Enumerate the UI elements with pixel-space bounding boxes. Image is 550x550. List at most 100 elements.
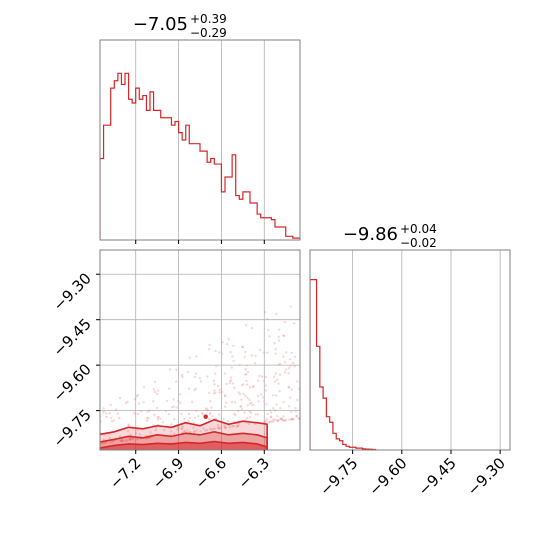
- scatter-point: [194, 372, 198, 375]
- scatter-point: [228, 381, 231, 385]
- scatter-point: [238, 363, 241, 367]
- scatter-point: [193, 388, 196, 392]
- contour-2d-plot-area: [100, 305, 300, 450]
- scatter-point: [287, 366, 291, 370]
- scatter-point: [276, 419, 279, 422]
- scatter-point: [180, 426, 184, 430]
- scatter-point: [208, 427, 212, 430]
- scatter-point: [266, 317, 269, 321]
- scatter-point: [282, 355, 285, 359]
- scatter-point: [217, 426, 220, 429]
- scatter-point: [149, 431, 152, 434]
- scatter-point: [180, 427, 183, 431]
- scatter-point: [167, 413, 171, 416]
- scatter-point: [175, 406, 178, 409]
- scatter-point: [290, 418, 293, 421]
- scatter-point: [152, 400, 155, 403]
- scatter-point: [165, 399, 169, 403]
- scatter-point: [262, 400, 266, 404]
- scatter-point: [244, 368, 247, 371]
- scatter-point: [217, 426, 220, 430]
- scatter-point: [238, 393, 242, 396]
- scatter-point: [142, 401, 145, 404]
- scatter-point: [180, 373, 184, 377]
- scatter-point: [263, 310, 267, 314]
- scatter-point: [110, 416, 113, 420]
- scatter-point: [202, 427, 205, 430]
- scatter-point: [161, 421, 165, 424]
- scatter-point: [170, 406, 174, 409]
- scatter-point: [205, 408, 208, 411]
- scatter-point: [290, 388, 294, 391]
- scatter-point: [245, 324, 248, 327]
- scatter-point: [248, 415, 252, 419]
- scatter-point: [186, 429, 189, 432]
- scatter-point: [128, 437, 132, 441]
- scatter-point: [246, 416, 249, 420]
- scatter-point: [118, 435, 122, 438]
- x-tick-label: −9.75: [316, 454, 361, 499]
- scatter-point: [228, 426, 232, 429]
- scatter-point: [280, 417, 284, 420]
- scatter-point: [205, 429, 209, 432]
- scatter-point: [133, 397, 137, 401]
- x-tick-label: −6.3: [235, 454, 273, 492]
- scatter-point: [272, 406, 275, 410]
- scatter-point: [221, 340, 224, 344]
- scatter-point: [163, 428, 166, 432]
- scatter-point: [237, 391, 240, 394]
- scatter-point: [189, 430, 192, 434]
- x-tick-label: −6.6: [192, 454, 230, 492]
- scatter-point: [266, 351, 269, 354]
- scatter-point: [279, 407, 282, 410]
- scatter-point: [268, 420, 271, 424]
- scatter-point: [227, 337, 231, 341]
- scatter-point: [181, 425, 184, 428]
- scatter-point: [123, 439, 127, 442]
- scatter-point: [124, 401, 128, 405]
- scatter-point: [224, 405, 227, 409]
- scatter-point: [248, 402, 252, 405]
- scatter-point: [139, 410, 143, 413]
- scatter-point: [242, 383, 245, 386]
- scatter-point: [147, 417, 150, 420]
- scatter-point: [218, 351, 221, 354]
- scatter-point: [206, 409, 210, 412]
- scatter-point: [246, 370, 250, 374]
- scatter-point: [282, 334, 285, 337]
- title-value: −7.05: [133, 14, 188, 35]
- scatter-point: [183, 430, 186, 433]
- scatter-point: [269, 420, 273, 423]
- scatter-point: [131, 438, 135, 441]
- scatter-point: [173, 417, 176, 421]
- scatter-point: [214, 349, 217, 353]
- scatter-point: [296, 398, 299, 402]
- scatter-point: [213, 427, 216, 430]
- scatter-point: [208, 391, 211, 395]
- scatter-point: [100, 442, 104, 445]
- scatter-point: [243, 411, 246, 414]
- scatter-point: [155, 406, 159, 410]
- scatter-point: [225, 382, 228, 386]
- scatter-point: [287, 372, 290, 375]
- scatter-point: [224, 426, 228, 429]
- scatter-point: [264, 419, 268, 423]
- scatter-point: [294, 410, 297, 413]
- x-tick-label: −9.45: [415, 454, 460, 499]
- scatter-point: [250, 401, 253, 405]
- scatter-point: [249, 411, 253, 414]
- scatter-point: [192, 430, 196, 434]
- scatter-point: [276, 378, 279, 381]
- scatter-point: [119, 439, 123, 443]
- scatter-point: [208, 400, 212, 403]
- scatter-point: [156, 392, 159, 396]
- scatter-point: [195, 429, 199, 432]
- scatter-point: [262, 379, 265, 383]
- scatter-point: [201, 413, 205, 416]
- scatter-point: [273, 341, 276, 345]
- scatter-point: [239, 405, 243, 408]
- scatter-point: [248, 386, 252, 389]
- scatter-point: [272, 375, 276, 378]
- scatter-point: [283, 320, 286, 324]
